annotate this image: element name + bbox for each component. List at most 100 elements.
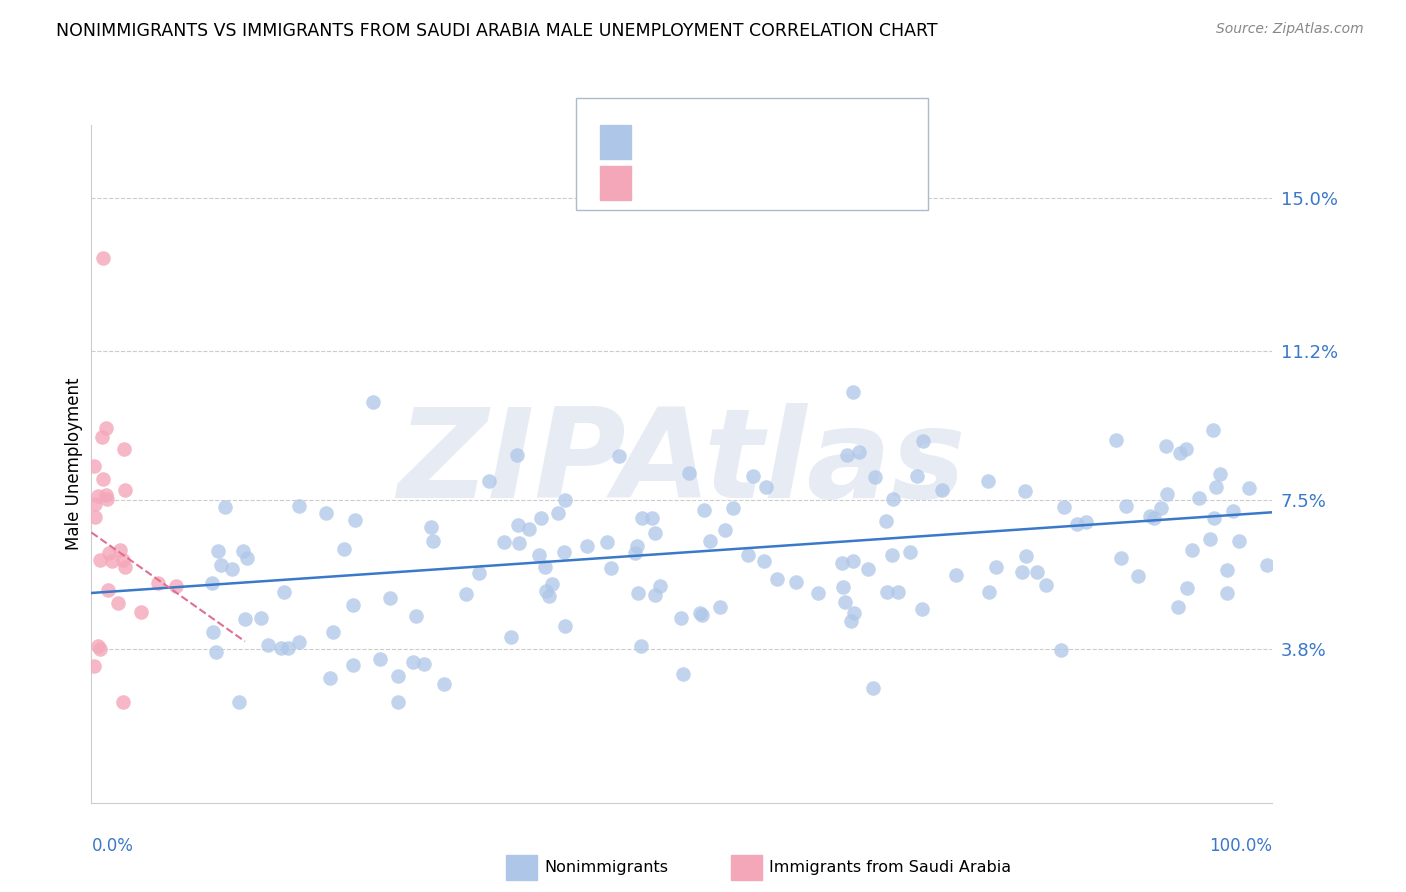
Point: [1202, 423, 1225, 437]
Point: [273, 585, 295, 599]
Point: [627, 586, 650, 600]
Point: [315, 506, 337, 520]
Point: [912, 434, 935, 448]
Point: [1035, 578, 1057, 592]
Point: [1175, 581, 1198, 595]
Point: [630, 639, 652, 653]
Point: [83, 658, 105, 673]
Point: [91, 472, 114, 486]
Point: [880, 548, 903, 562]
Text: Immigrants from Saudi Arabia: Immigrants from Saudi Arabia: [769, 860, 1011, 874]
Point: [107, 596, 129, 610]
Point: [875, 514, 897, 528]
Point: [94, 488, 117, 502]
Point: [834, 595, 856, 609]
Point: [887, 585, 910, 599]
Text: 0.0%: 0.0%: [91, 837, 134, 855]
Point: [506, 448, 529, 462]
Point: [538, 589, 561, 603]
Point: [468, 566, 491, 580]
Point: [83, 510, 105, 524]
Point: [342, 599, 364, 613]
Point: [644, 588, 666, 602]
Point: [288, 635, 311, 649]
Point: [97, 545, 120, 559]
Point: [422, 534, 444, 549]
Point: [1066, 516, 1088, 531]
Point: [530, 510, 553, 524]
Point: [553, 545, 575, 559]
Point: [1227, 534, 1250, 549]
Point: [641, 510, 664, 524]
Point: [1208, 467, 1230, 482]
Point: [249, 611, 271, 625]
Point: [405, 609, 427, 624]
Point: [596, 535, 619, 549]
Point: [699, 533, 721, 548]
Point: [363, 395, 385, 409]
Point: [841, 384, 863, 399]
Point: [831, 580, 853, 594]
Point: [752, 554, 775, 568]
Point: [1126, 569, 1149, 583]
Point: [755, 480, 778, 494]
Point: [1175, 442, 1198, 456]
Point: [228, 695, 250, 709]
Point: [527, 549, 550, 563]
Point: [737, 548, 759, 562]
Point: [905, 468, 928, 483]
Point: [1256, 558, 1278, 573]
Text: R =  0.379   N = 146: R = 0.379 N = 146: [640, 133, 839, 151]
Point: [94, 420, 117, 434]
Point: [1181, 542, 1204, 557]
Point: [1202, 511, 1225, 525]
Point: [87, 490, 110, 504]
Text: 100.0%: 100.0%: [1209, 837, 1272, 855]
Point: [1011, 566, 1033, 580]
Point: [945, 568, 967, 582]
Point: [288, 499, 311, 513]
Point: [876, 584, 898, 599]
Point: [1105, 434, 1128, 448]
Point: [1076, 516, 1098, 530]
Point: [501, 630, 523, 644]
Point: [270, 640, 292, 655]
Point: [607, 450, 630, 464]
Point: [494, 534, 516, 549]
Text: NONIMMIGRANTS VS IMMIGRANTS FROM SAUDI ARABIA MALE UNEMPLOYMENT CORRELATION CHAR: NONIMMIGRANTS VS IMMIGRANTS FROM SAUDI A…: [56, 22, 938, 40]
Point: [1222, 504, 1244, 518]
Point: [114, 483, 136, 497]
Point: [626, 539, 648, 553]
Point: [236, 550, 259, 565]
Point: [111, 553, 134, 567]
Point: [387, 669, 409, 683]
Point: [456, 587, 478, 601]
Point: [807, 586, 830, 600]
Point: [742, 469, 765, 483]
Point: [333, 541, 356, 556]
Point: [91, 430, 114, 444]
Point: [1052, 500, 1074, 514]
Point: [534, 559, 557, 574]
Point: [1154, 438, 1177, 452]
Point: [630, 510, 652, 524]
Point: [233, 612, 256, 626]
Point: [108, 542, 131, 557]
Point: [204, 645, 226, 659]
Point: [714, 523, 737, 537]
Point: [89, 552, 111, 566]
Point: [1109, 550, 1132, 565]
Point: [865, 469, 887, 483]
Point: [207, 543, 229, 558]
Point: [101, 554, 124, 568]
Point: [1215, 586, 1237, 600]
Text: R = -0.176   N =  27: R = -0.176 N = 27: [640, 174, 839, 192]
Point: [87, 640, 110, 654]
Point: [433, 677, 456, 691]
Point: [1014, 484, 1036, 499]
Point: [671, 611, 693, 625]
Point: [277, 640, 299, 655]
Point: [723, 500, 745, 515]
Point: [842, 554, 865, 568]
Point: [96, 491, 118, 506]
